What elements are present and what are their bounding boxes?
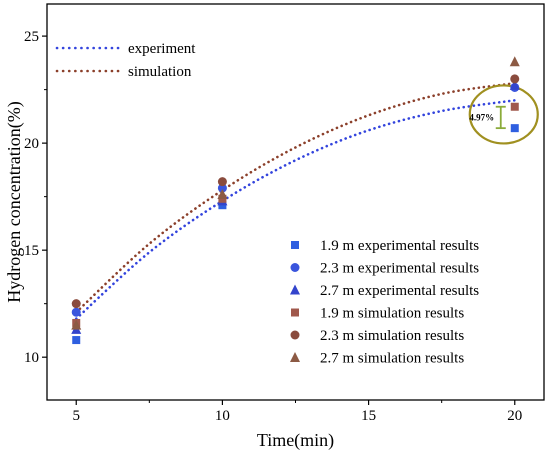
marker-legend-label: 1.9 m simulation results [320,306,464,322]
data-point [71,307,81,317]
ticks-layer: 5 10 15 20 10 15 20 25 [24,29,522,424]
x-axis-title: Time(min) [257,430,334,451]
marker-legend-swatch [291,241,299,249]
data-point [217,183,227,193]
curve-legend-label: simulation [128,64,192,80]
data-point [71,319,82,330]
data-point [509,56,520,67]
data-point [72,336,81,345]
x-tick-label: 5 [72,408,80,424]
y-tick-label: 15 [24,243,39,259]
curve-simulation [74,81,517,314]
marker-legend-swatch [290,263,300,272]
data-point [510,102,519,111]
curve-legend-label: experiment [128,41,196,57]
marker-legend-swatch [291,308,299,317]
x-tick-label: 10 [215,408,230,424]
marker-legend-label: 2.7 m experimental results [320,283,479,299]
annotation-circle [468,84,539,145]
marker-legend-swatch [290,352,300,362]
marker-legend-label: 2.7 m simulation results [320,351,464,367]
annotation-layer: 4.97% [468,84,539,145]
annotation-label: 4.97% [469,112,494,122]
plot-frame [46,3,545,401]
data-point [71,299,81,309]
data-point [217,177,227,187]
marker-legend-swatch [290,330,300,340]
data-point [510,124,519,133]
marker-legend: 1.9 m experimental results 2.3 m experime… [290,238,479,367]
markers-layer [71,56,520,345]
data-point [510,74,520,84]
x-tick-label: 15 [361,408,376,424]
marker-legend-label: 2.3 m experimental results [320,261,479,277]
data-point [509,79,520,90]
y-tick-label: 25 [24,29,39,45]
marker-legend-label: 1.9 m experimental results [320,238,479,254]
y-axis-title: Hydrogen concentration(%) [4,101,25,302]
x-tick-label: 20 [507,408,522,424]
marker-legend-swatch [290,284,300,295]
curves-layer [74,81,517,320]
y-tick-label: 20 [24,136,39,152]
y-tick-label: 10 [24,350,39,366]
marker-legend-label: 2.3 m simulation results [320,328,464,344]
curve-legend: experiment simulation [55,41,196,80]
data-point [217,189,228,200]
